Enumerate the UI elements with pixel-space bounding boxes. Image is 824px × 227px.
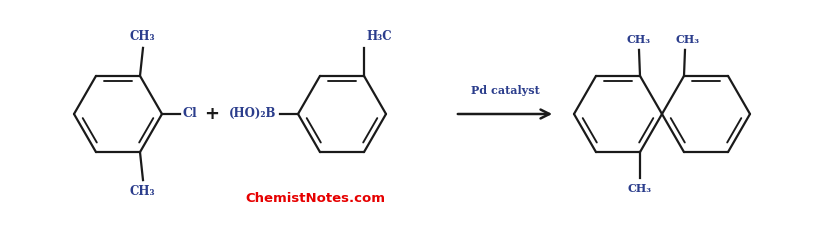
Text: (HO)₂B: (HO)₂B <box>228 106 276 119</box>
Text: +: + <box>204 105 219 123</box>
Text: CH₃: CH₃ <box>628 183 652 194</box>
Text: CH₃: CH₃ <box>676 34 700 45</box>
Text: ChemistNotes.com: ChemistNotes.com <box>245 192 385 205</box>
Text: H₃C: H₃C <box>366 30 391 43</box>
Text: CH₃: CH₃ <box>129 185 155 198</box>
Text: CH₃: CH₃ <box>129 30 155 43</box>
Text: CH₃: CH₃ <box>627 34 651 45</box>
Text: Cl: Cl <box>183 106 198 119</box>
Text: Pd catalyst: Pd catalyst <box>471 85 540 96</box>
